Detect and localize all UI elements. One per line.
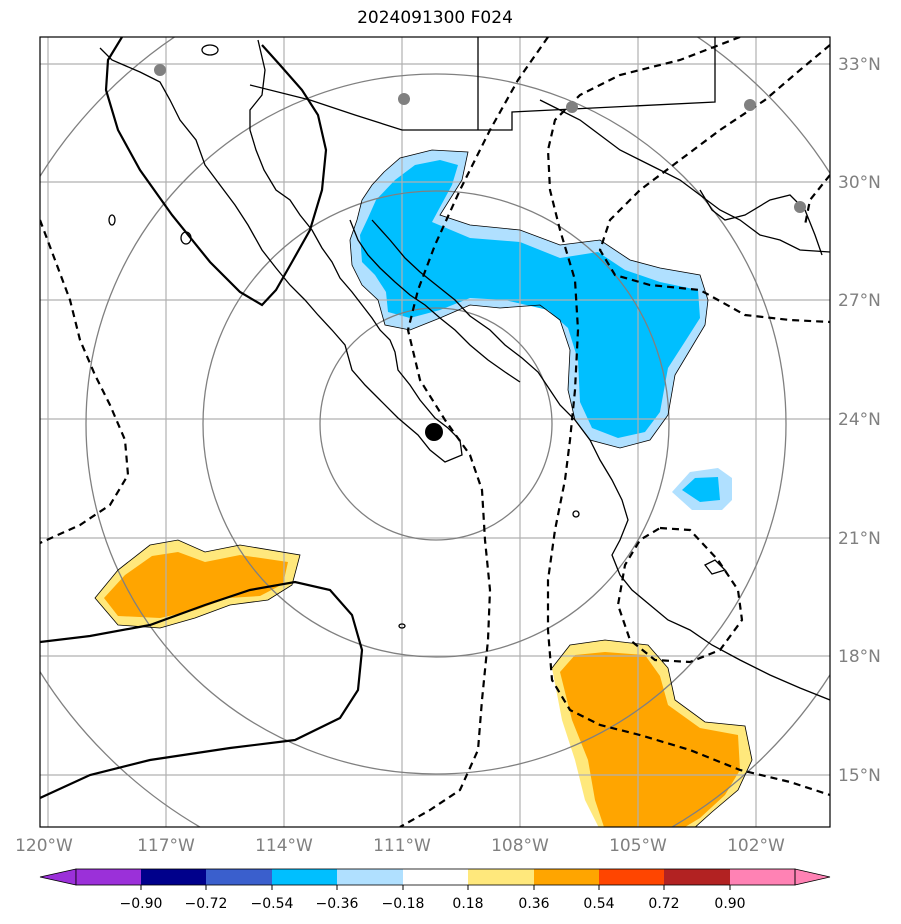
lat-label: 15°N bbox=[838, 766, 881, 786]
colorbar-segment bbox=[599, 869, 664, 885]
range-rings bbox=[40, 37, 830, 827]
colorbar-tick-label: 0.72 bbox=[648, 896, 679, 912]
colorbar-low-extension bbox=[39, 868, 77, 886]
colorbar-segment bbox=[468, 869, 534, 885]
station-markers bbox=[154, 64, 806, 213]
colorbar-segment bbox=[534, 869, 599, 885]
colorbar-tick-label: 0.90 bbox=[714, 896, 745, 912]
storm-center-marker bbox=[425, 423, 443, 441]
colorbar-tick-label: 0.18 bbox=[452, 896, 483, 912]
colorbar-tick-label: −0.18 bbox=[382, 896, 425, 912]
colorbar-tick-label: 0.36 bbox=[518, 896, 549, 912]
lon-label: 114°W bbox=[255, 836, 313, 856]
coastlines bbox=[99, 37, 830, 701]
colorbar-segment bbox=[206, 869, 272, 885]
colorbar-high-extension bbox=[794, 868, 831, 886]
lon-label: 102°W bbox=[727, 836, 785, 856]
lon-label: 108°W bbox=[491, 836, 549, 856]
map-title: 2024091300 F024 bbox=[357, 8, 513, 28]
lat-label: 33°N bbox=[838, 55, 881, 75]
colorbar-segment bbox=[664, 869, 730, 885]
longitude-labels: 120°W 117°W 114°W 111°W 108°W 105°W 102°… bbox=[15, 836, 785, 856]
colorbar-segment bbox=[76, 869, 141, 885]
lon-label: 111°W bbox=[373, 836, 431, 856]
colorbar-segment bbox=[403, 869, 468, 885]
lat-label: 30°N bbox=[838, 173, 881, 193]
anomaly-contours bbox=[94, 149, 753, 827]
colorbar-segment bbox=[337, 869, 403, 885]
lat-label: 24°N bbox=[838, 410, 881, 430]
lon-label: 105°W bbox=[609, 836, 667, 856]
colorbar-segment bbox=[272, 869, 337, 885]
latitude-labels: 33°N 30°N 27°N 24°N 21°N 18°N 15°N bbox=[838, 55, 881, 786]
colorbar: −0.90 −0.72 −0.54 −0.36 −0.18 0.18 0.36 … bbox=[39, 868, 831, 912]
lat-label: 18°N bbox=[838, 647, 881, 667]
lat-label: 21°N bbox=[838, 529, 881, 549]
colorbar-tick-label: 0.54 bbox=[583, 896, 614, 912]
colorbar-segment bbox=[141, 869, 206, 885]
positive-anomaly-region bbox=[95, 540, 752, 827]
colorbar-segment bbox=[730, 869, 795, 885]
lat-label: 27°N bbox=[838, 291, 881, 311]
colorbar-tick-label: −0.90 bbox=[120, 896, 163, 912]
dashed-contours bbox=[40, 37, 830, 827]
solid-contours bbox=[40, 37, 364, 799]
lon-label: 117°W bbox=[137, 836, 195, 856]
map-frame bbox=[39, 36, 831, 828]
negative-anomaly-region bbox=[350, 150, 732, 510]
colorbar-tick-label: −0.72 bbox=[185, 896, 228, 912]
lon-label: 120°W bbox=[15, 836, 73, 856]
colorbar-tick-label: −0.54 bbox=[251, 896, 294, 912]
colorbar-tick-label: −0.36 bbox=[316, 896, 359, 912]
